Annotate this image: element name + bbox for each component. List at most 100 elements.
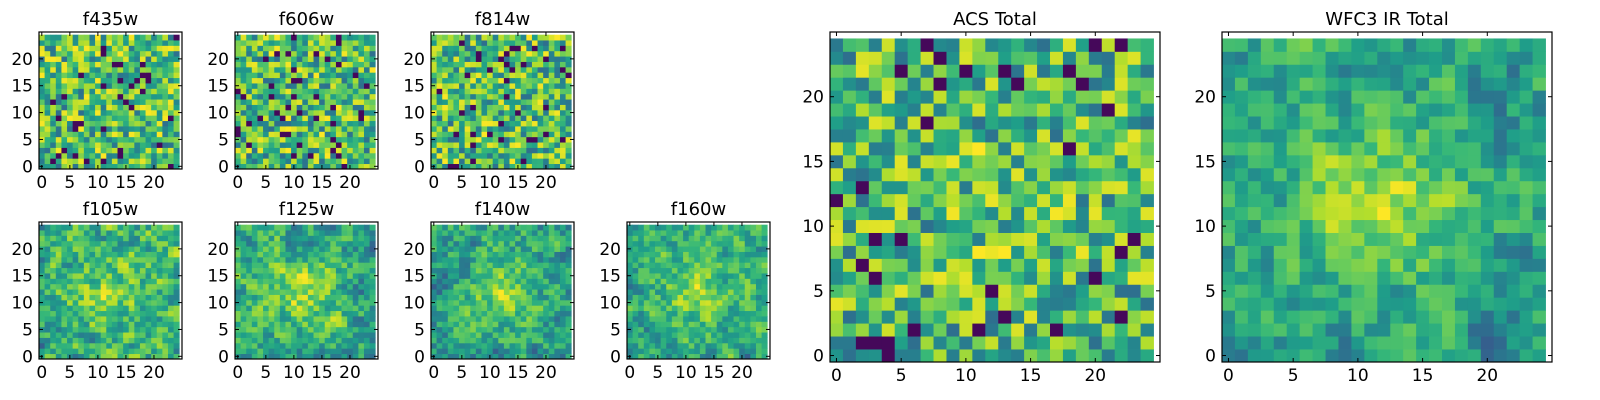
heatmap-cell: [330, 120, 337, 127]
heatmap-cell: [920, 154, 934, 169]
heatmap-cell: [330, 109, 337, 116]
heatmap-cell: [447, 115, 454, 122]
heatmap-cell: [459, 93, 466, 100]
heatmap-cell: [319, 348, 326, 355]
heatmap-cell: [319, 147, 326, 154]
heatmap-cell: [1114, 310, 1129, 324]
heatmap-cell: [268, 147, 275, 154]
heatmap-cell: [515, 224, 522, 231]
panel-title: f105w: [83, 199, 138, 220]
heatmap-cell: [481, 289, 488, 295]
heatmap-cell: [459, 115, 466, 122]
heatmap-cell: [50, 267, 57, 274]
heatmap-cell: [363, 131, 370, 138]
heatmap-cell: [347, 147, 354, 154]
heatmap-cell: [139, 66, 146, 73]
heatmap-cell: [263, 83, 270, 89]
heatmap-cell: [531, 61, 538, 68]
heatmap-cell: [358, 66, 365, 73]
heatmap-cell: [302, 316, 309, 322]
heatmap-cell: [341, 163, 348, 170]
heatmap-cell: [498, 50, 505, 57]
heatmap-cell: [139, 283, 146, 290]
heatmap-cell: [279, 50, 286, 57]
heatmap-cell: [694, 256, 701, 263]
heatmap-cell: [251, 246, 258, 252]
heatmap-cell: [324, 256, 331, 263]
heatmap-cell: [868, 310, 883, 324]
heatmap-cell: [106, 230, 113, 236]
heatmap-cell: [369, 230, 376, 236]
heatmap-cell: [156, 163, 163, 170]
heatmap-cell: [998, 284, 1012, 298]
heatmap-cell: [89, 109, 96, 116]
heatmap-cell: [39, 61, 46, 68]
heatmap-cell: [442, 256, 449, 263]
heatmap-cell: [302, 262, 309, 269]
heatmap-cell: [830, 154, 844, 169]
y-tick-label: 15: [207, 77, 229, 97]
heatmap-cell: [1114, 232, 1129, 246]
heatmap-cell: [341, 235, 348, 242]
heatmap-cell: [296, 99, 303, 105]
heatmap-cell: [842, 258, 857, 272]
heatmap-cell: [151, 283, 158, 290]
heatmap-cell: [755, 273, 762, 279]
heatmap-cell: [554, 353, 561, 360]
heatmap-cell: [481, 115, 488, 122]
heatmap-cell: [83, 104, 90, 111]
heatmap-cell: [543, 256, 550, 263]
heatmap-cell: [627, 235, 634, 242]
heatmap-cell: [565, 230, 572, 236]
heatmap-cell: [235, 126, 242, 132]
heatmap-cell: [83, 342, 90, 349]
heatmap-cell: [520, 283, 527, 290]
heatmap-cell: [67, 147, 74, 154]
heatmap-cell: [548, 61, 555, 68]
heatmap-cell: [257, 224, 264, 231]
heatmap-cell: [61, 147, 68, 154]
heatmap-cell: [515, 115, 522, 122]
heatmap-cell: [240, 77, 247, 84]
heatmap-cell: [167, 256, 174, 263]
heatmap-cell: [67, 262, 74, 269]
heatmap-cell: [515, 56, 522, 62]
heatmap-cell: [106, 235, 113, 242]
heatmap-cell: [699, 316, 706, 322]
heatmap-cell: [531, 326, 538, 333]
heatmap-cell: [324, 88, 331, 95]
heatmap-cell: [44, 240, 51, 247]
heatmap-cell: [1127, 323, 1141, 337]
heatmap-cell: [447, 283, 454, 290]
heatmap-cell: [89, 283, 96, 290]
heatmap-cell: [520, 50, 527, 57]
heatmap-cell: [459, 109, 466, 116]
heatmap-cell: [666, 278, 673, 285]
heatmap-cell: [358, 120, 365, 127]
heatmap-cell: [755, 256, 762, 263]
heatmap-cell: [100, 50, 107, 57]
heatmap-cell: [240, 240, 247, 247]
heatmap-cell: [151, 109, 158, 116]
heatmap-cell: [481, 321, 488, 328]
heatmap-cell: [302, 283, 309, 290]
heatmap-cell: [632, 246, 639, 252]
heatmap-cell: [464, 72, 471, 79]
heatmap-cell: [1127, 206, 1141, 221]
heatmap-cell: [470, 131, 477, 138]
heatmap-cell: [291, 278, 298, 285]
heatmap-cell: [55, 256, 62, 263]
heatmap-cell: [559, 224, 566, 231]
y-tick-label: 20: [403, 240, 425, 260]
heatmap-cell: [145, 61, 152, 68]
heatmap-cell: [347, 56, 354, 62]
heatmap-cell: [134, 273, 141, 279]
heatmap-cell: [151, 235, 158, 242]
heatmap-cell: [431, 305, 438, 312]
heatmap-cell: [1088, 349, 1103, 363]
heatmap-cell: [117, 305, 124, 312]
heatmap-cell: [117, 88, 124, 95]
heatmap-cell: [313, 273, 320, 279]
heatmap-cell: [307, 224, 314, 231]
heatmap-cell: [520, 289, 527, 295]
